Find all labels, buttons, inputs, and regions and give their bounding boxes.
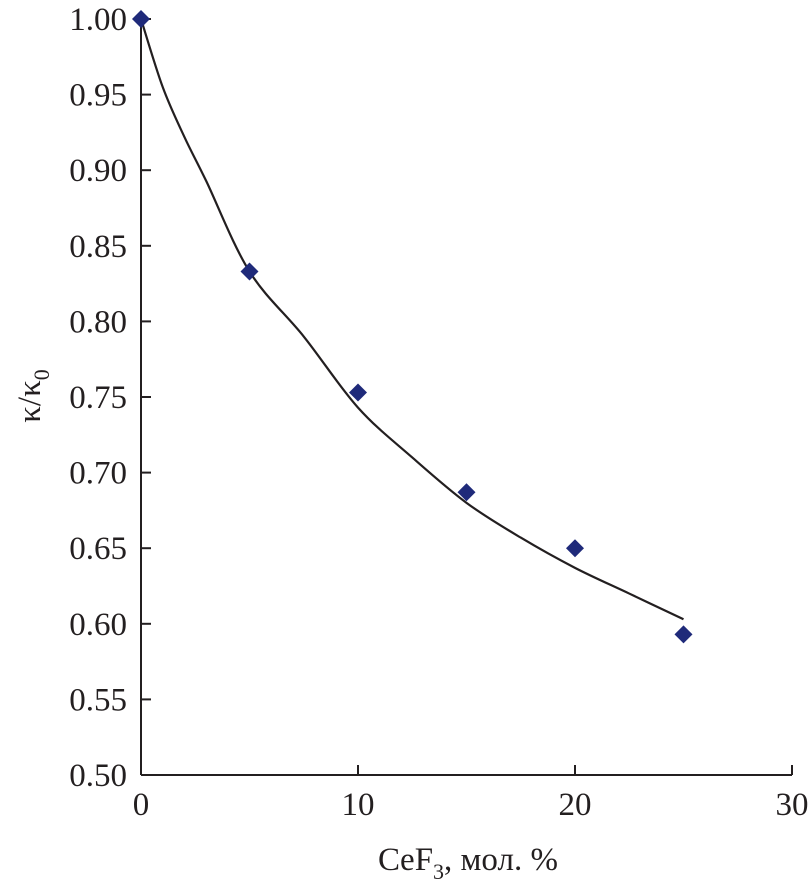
tick-marks (140, 18, 793, 776)
data-point-diamond (674, 625, 693, 644)
x-tick-label: 0 (133, 787, 150, 823)
data-points (132, 10, 693, 644)
y-tick-label: 0.90 (69, 153, 127, 189)
y-tick-label: 0.60 (69, 607, 127, 643)
trend-line (139, 18, 684, 621)
y-tick-label: 0.70 (69, 456, 127, 492)
x-tick-label: 30 (776, 787, 809, 823)
x-tick-label: 10 (342, 787, 375, 823)
trend-line-group (139, 18, 684, 621)
data-point-diamond (457, 483, 476, 502)
data-point-diamond (240, 262, 259, 281)
y-tick-label: 0.65 (69, 531, 127, 567)
y-tick-label: 0.75 (69, 380, 127, 416)
y-tick-label: 0.85 (69, 229, 127, 265)
y-tick-label: 1.00 (69, 2, 127, 38)
data-point-diamond (132, 10, 150, 28)
x-axis-title: CeF3, мол. % (378, 842, 558, 884)
tick-labels: 0.50 0.55 0.60 0.65 0.70 0.75 0.80 0.85 0.90 0.95… (69, 2, 808, 823)
x-tick-label: 20 (559, 787, 592, 823)
data-point-diamond (349, 383, 367, 402)
y-tick-label: 0.95 (69, 78, 127, 114)
data-point-diamond (566, 539, 584, 558)
y-axis-title: κ/κ0 (12, 369, 54, 422)
y-tick-label: 0.80 (69, 304, 127, 340)
y-tick-label: 0.50 (69, 758, 127, 794)
axes (140, 19, 792, 776)
y-tick-label: 0.55 (69, 682, 127, 718)
